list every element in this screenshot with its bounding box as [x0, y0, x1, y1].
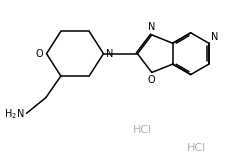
Text: N: N	[106, 49, 113, 59]
Text: H$_2$N: H$_2$N	[4, 107, 24, 121]
Text: N: N	[148, 22, 156, 32]
Text: O: O	[148, 75, 156, 86]
Text: N: N	[211, 32, 219, 42]
Text: HCl: HCl	[187, 143, 206, 153]
Text: HCl: HCl	[133, 125, 152, 135]
Text: O: O	[36, 49, 43, 59]
